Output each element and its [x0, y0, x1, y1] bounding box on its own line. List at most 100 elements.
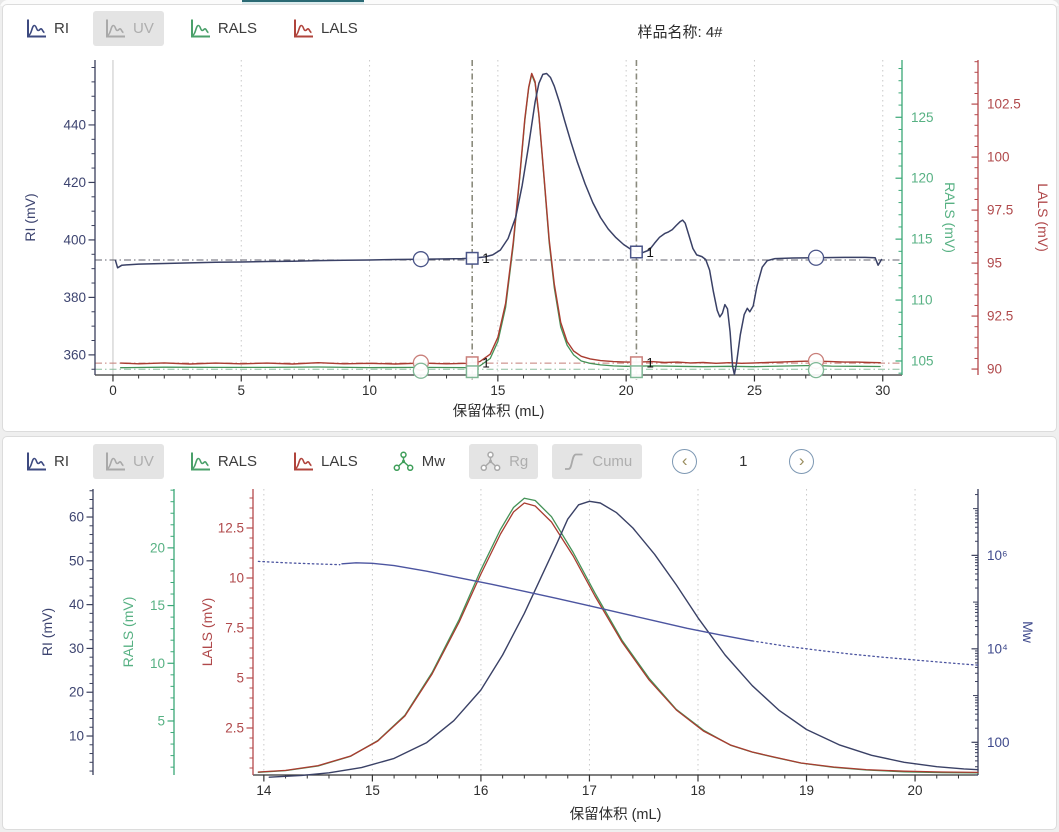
svg-text:120: 120 [911, 171, 934, 186]
rg-molecule-icon [479, 451, 502, 472]
svg-text:420: 420 [63, 175, 86, 190]
ri-signal-button[interactable]: RI [14, 11, 79, 46]
svg-text:95: 95 [987, 256, 1002, 271]
lals-chromatogram-icon [291, 451, 314, 472]
svg-text:2.5: 2.5 [225, 721, 244, 736]
peak-limit-handle[interactable] [465, 251, 479, 265]
peak-limit-handle[interactable] [465, 365, 479, 379]
svg-text:400: 400 [63, 232, 86, 247]
svg-text:16: 16 [473, 783, 488, 798]
bottom-chart[interactable]: 14 15 16 17 18 19 20 保留体积 (mL) 10 20 30 40 50 60 RI (m… [0, 488, 1059, 832]
svg-text:92.5: 92.5 [987, 309, 1013, 324]
svg-text:5: 5 [157, 713, 165, 728]
ri-button-label: RI [54, 19, 69, 37]
active-tab-indicator[interactable] [242, 0, 364, 6]
cumu-sigmoid-icon [562, 451, 585, 472]
svg-text:10⁴: 10⁴ [987, 641, 1008, 656]
uv-signal-button: UV [93, 443, 164, 479]
top-chart[interactable]: 0 5 10 15 20 25 30 保留体积 (mL) 360 380 400 420 440 RI (… [0, 55, 1059, 435]
region-marker-circle[interactable] [412, 362, 430, 379]
cumu-button-label: Cumu [592, 452, 633, 470]
svg-text:360: 360 [63, 347, 86, 362]
svg-text:19: 19 [799, 783, 814, 798]
svg-text:RALS (mV): RALS (mV) [942, 182, 958, 253]
rals-signal-button[interactable]: RALS [178, 444, 267, 479]
svg-text:15: 15 [490, 383, 505, 398]
svg-text:105: 105 [911, 353, 934, 368]
svg-text:5: 5 [236, 671, 244, 686]
lals-chromatogram-icon [291, 18, 314, 39]
series-LALS [119, 72, 881, 365]
series-Mw [341, 562, 753, 642]
svg-text:10: 10 [362, 383, 377, 398]
peak-limit-handle[interactable] [629, 365, 643, 379]
svg-text:10: 10 [69, 729, 84, 744]
bottom-chart-plot: 14 15 16 17 18 19 20 保留体积 (mL) 10 20 30 40 50 60 RI (m… [39, 489, 1036, 823]
svg-text:RI (mV): RI (mV) [39, 608, 55, 656]
svg-text:380: 380 [63, 290, 86, 305]
next-peak-button[interactable]: › [789, 448, 815, 474]
uv-button-label: UV [133, 452, 154, 470]
ri-chromatogram-icon [24, 18, 47, 39]
svg-text:100: 100 [987, 150, 1010, 165]
ri-signal-button[interactable]: RI [14, 444, 79, 479]
signal-toolbar: RI UV RALS LALS [14, 8, 368, 48]
svg-text:17: 17 [582, 783, 597, 798]
peak-page-number: 1 [739, 452, 748, 470]
svg-text:14: 14 [256, 783, 272, 798]
rals-signal-button[interactable]: RALS [178, 11, 267, 46]
svg-text:125: 125 [911, 110, 934, 125]
svg-text:保留体积 (mL): 保留体积 (mL) [570, 806, 662, 823]
rg-button-label: Rg [509, 452, 529, 470]
svg-text:0: 0 [109, 383, 117, 398]
series-LALS [257, 502, 979, 774]
series-Mw-extrapolated-right [751, 640, 979, 666]
distribution-toolbar: RI UV RALS LALS Mw Rg Cumu ‹ 1 › [14, 441, 815, 481]
rals-button-label: RALS [217, 452, 258, 470]
svg-text:RI (mV): RI (mV) [22, 193, 38, 241]
ri-button-label: RI [54, 452, 69, 470]
region-marker-circle[interactable] [807, 249, 825, 266]
uv-chromatogram-icon [103, 451, 126, 472]
svg-text:90: 90 [987, 362, 1002, 377]
svg-text:12.5: 12.5 [218, 521, 244, 536]
series-Mw-extrapolated-left [257, 560, 341, 566]
distribution-toolbar-buttons: RI UV RALS LALS Mw Rg Cumu [14, 443, 643, 479]
svg-text:18: 18 [690, 783, 705, 798]
peak-pager: ‹ 1 › [672, 448, 815, 474]
lals-signal-button[interactable]: LALS [281, 11, 368, 46]
peak-limit-handle[interactable] [629, 245, 643, 259]
svg-text:10⁶: 10⁶ [987, 548, 1008, 563]
svg-text:110: 110 [911, 293, 933, 308]
mw-signal-button[interactable]: Mw [382, 444, 455, 479]
svg-text:20: 20 [69, 685, 84, 700]
svg-text:LALS (mV): LALS (mV) [199, 598, 215, 666]
svg-text:100: 100 [987, 735, 1010, 750]
tab-strip [0, 0, 1059, 6]
svg-text:RALS (mV): RALS (mV) [120, 597, 136, 668]
rg-signal-button: Rg [469, 443, 539, 479]
svg-text:20: 20 [150, 540, 165, 555]
series-RI [268, 500, 979, 778]
svg-text:20: 20 [619, 383, 634, 398]
previous-peak-button[interactable]: ‹ [672, 448, 698, 474]
svg-text:25: 25 [747, 383, 762, 398]
svg-text:5: 5 [238, 383, 246, 398]
signal-chart-panel [2, 4, 1057, 432]
svg-text:LALS (mV): LALS (mV) [1035, 183, 1051, 251]
distribution-chart-panel [2, 436, 1057, 830]
svg-text:30: 30 [875, 383, 890, 398]
svg-text:102.5: 102.5 [987, 97, 1021, 112]
svg-text:20: 20 [908, 783, 923, 798]
mw-molecule-icon [392, 451, 415, 472]
top-chart-plot: 0 5 10 15 20 25 30 保留体积 (mL) 360 380 400 420 440 RI (… [22, 60, 1051, 420]
lals-signal-button[interactable]: LALS [281, 444, 368, 479]
svg-text:15: 15 [365, 783, 380, 798]
svg-text:7.5: 7.5 [225, 621, 244, 636]
region-marker-circle[interactable] [807, 361, 825, 379]
svg-text:1: 1 [482, 251, 490, 266]
region-marker-circle[interactable] [412, 251, 430, 268]
mw-button-label: Mw [421, 452, 446, 470]
uv-signal-button: UV [93, 10, 164, 46]
svg-text:1: 1 [646, 356, 654, 371]
